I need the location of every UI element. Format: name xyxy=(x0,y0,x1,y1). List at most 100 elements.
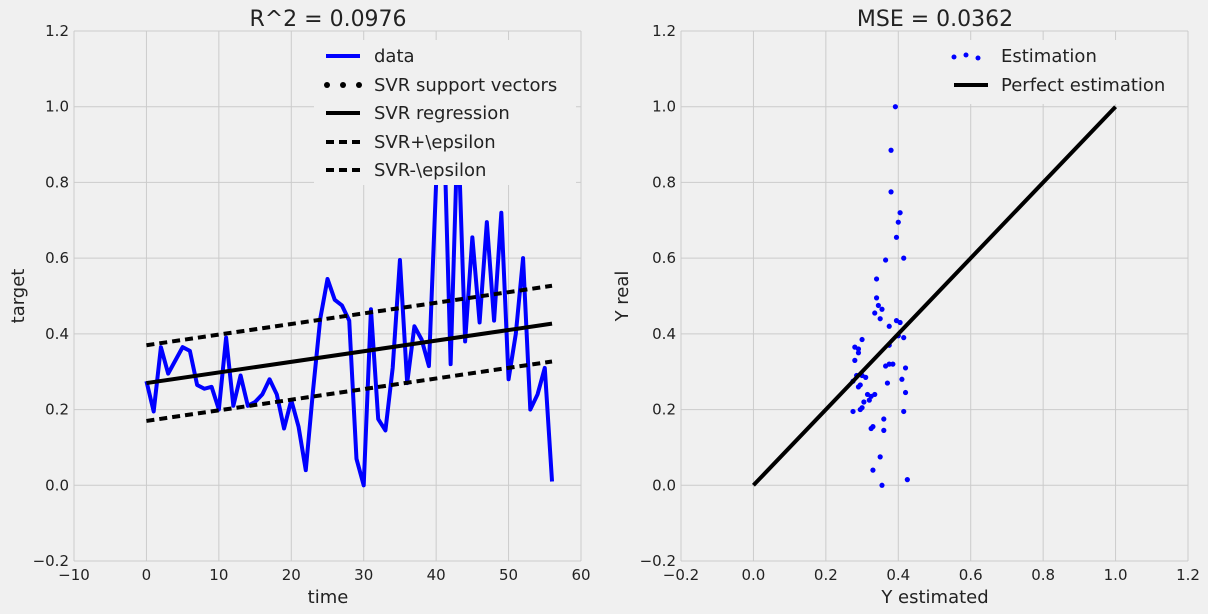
left-chart-title: R^2 = 0.0976 xyxy=(249,7,406,32)
x-tick-label: 1.0 xyxy=(1104,566,1128,584)
legend-label-regression: SVR regression xyxy=(374,103,510,124)
scatter-point xyxy=(901,408,907,415)
right-grid xyxy=(680,30,1189,562)
scatter-point xyxy=(902,389,909,396)
x-tick-label: 0 xyxy=(142,566,152,584)
legend-label-perfect: Perfect estimation xyxy=(1001,75,1165,96)
legend-dot xyxy=(324,82,330,88)
scatter-point xyxy=(897,210,903,216)
left-chart: R^2 = 0.0976 −10 0 10 20 30 40 50 60 −0.2 0.0 0.2… xyxy=(8,7,591,608)
right-legend: Estimation Perfect estimation xyxy=(951,46,1165,96)
scatter-point xyxy=(888,147,894,153)
scatter-point xyxy=(879,306,885,312)
scatter-point xyxy=(890,361,896,367)
y-tick-label: 1.0 xyxy=(652,98,676,116)
scatter-point xyxy=(863,374,869,380)
scatter-point xyxy=(901,335,907,341)
scatter-point xyxy=(883,363,889,369)
y-tick-label: 0.0 xyxy=(45,476,69,494)
y-tick-label: 0.2 xyxy=(652,401,676,419)
scatter-point xyxy=(861,399,867,405)
y-tick-label: 0.6 xyxy=(45,249,69,267)
scatter-point xyxy=(904,477,910,483)
scatter-point xyxy=(873,276,880,282)
y-tick-label: −0.2 xyxy=(640,552,676,570)
series-line-svr-epsilon xyxy=(146,359,553,423)
y-tick-label: 0.0 xyxy=(652,476,676,494)
legend-dot xyxy=(951,54,957,60)
y-tick-label: 0.2 xyxy=(45,401,69,419)
y-tick-label: 0.4 xyxy=(652,325,676,343)
scatter-point xyxy=(892,104,898,110)
scatter-point xyxy=(852,357,858,363)
left-x-axis-label: time xyxy=(308,587,349,608)
x-tick-label: 40 xyxy=(427,566,446,584)
legend-dot xyxy=(356,82,362,88)
x-tick-label: 0.0 xyxy=(741,566,765,584)
legend-label-data: data xyxy=(374,46,415,67)
left-x-tick-labels: −10 0 10 20 30 40 50 60 xyxy=(58,566,590,584)
scatter-point xyxy=(866,397,872,403)
legend-label-epsilon-minus: SVR-\epsilon xyxy=(374,160,486,181)
scatter-point xyxy=(850,408,856,415)
x-tick-label: 30 xyxy=(354,566,373,584)
y-tick-label: 1.2 xyxy=(45,22,69,40)
right-y-axis-label: Y real xyxy=(612,271,633,323)
scatter-point xyxy=(899,376,905,382)
scatter-point xyxy=(873,295,880,301)
scatter-point xyxy=(881,416,887,422)
legend-label-support-vectors: SVR support vectors xyxy=(374,75,557,96)
scatter-point xyxy=(893,234,900,240)
x-tick-label: 0.2 xyxy=(814,566,838,584)
series-line-svr-epsilon xyxy=(146,283,553,348)
y-tick-label: −0.2 xyxy=(33,552,69,570)
y-tick-label: 0.4 xyxy=(45,325,69,343)
scatter-point xyxy=(884,380,891,386)
scatter-point xyxy=(888,189,894,195)
scatter-point xyxy=(902,365,909,371)
scatter-point xyxy=(879,482,885,488)
legend-dot xyxy=(963,52,969,58)
left-series xyxy=(144,104,555,488)
scatter-point xyxy=(886,323,892,329)
x-tick-label: 1.2 xyxy=(1176,566,1200,584)
scatter-point xyxy=(855,350,862,356)
scatter-point xyxy=(872,391,878,398)
right-x-tick-labels: −0.2 0.0 0.2 0.4 0.6 0.8 1.0 1.2 xyxy=(663,566,1200,584)
legend-dot xyxy=(975,55,981,61)
y-tick-label: 0.8 xyxy=(652,173,676,191)
x-tick-label: 0.6 xyxy=(959,566,983,584)
left-y-axis-label: target xyxy=(8,269,29,324)
y-tick-label: 1.0 xyxy=(45,98,69,116)
series-line-svr-regression xyxy=(146,321,553,386)
y-tick-label: 0.8 xyxy=(45,173,69,191)
scatter-point xyxy=(901,255,907,261)
right-y-tick-labels: −0.2 0.0 0.2 0.4 0.6 0.8 1.0 1.2 xyxy=(640,22,676,570)
legend-dot xyxy=(340,82,346,88)
right-chart-title: MSE = 0.0362 xyxy=(857,7,1013,32)
legend-label-estimation: Estimation xyxy=(1001,46,1097,67)
scatter-point xyxy=(895,219,901,225)
series-line-perfect-estimation xyxy=(751,105,1118,487)
y-tick-label: 1.2 xyxy=(652,22,676,40)
scatter-point xyxy=(870,467,876,473)
scatter-point xyxy=(875,302,881,309)
scatter-point xyxy=(859,336,865,343)
series-line-data xyxy=(144,104,555,488)
x-tick-label: −0.2 xyxy=(663,566,699,584)
x-tick-label: 10 xyxy=(209,566,228,584)
left-y-tick-labels: −0.2 0.0 0.2 0.4 0.6 0.8 1.0 1.2 xyxy=(33,22,69,570)
scatter-point xyxy=(855,346,862,352)
scatter-point xyxy=(881,427,887,433)
right-chart: MSE = 0.0362 −0.2 0.0 0.2 0.4 0.6 0.8 1.0 1.2 −… xyxy=(612,7,1200,608)
legend-label-epsilon-plus: SVR+\epsilon xyxy=(374,132,496,153)
x-tick-label: −10 xyxy=(58,566,90,584)
x-tick-label: 60 xyxy=(571,566,590,584)
scatter-point xyxy=(855,384,862,390)
x-tick-label: 0.4 xyxy=(886,566,910,584)
right-series xyxy=(751,104,1118,488)
x-tick-label: 50 xyxy=(499,566,518,584)
x-tick-label: 20 xyxy=(282,566,301,584)
scatter-point xyxy=(857,406,863,413)
